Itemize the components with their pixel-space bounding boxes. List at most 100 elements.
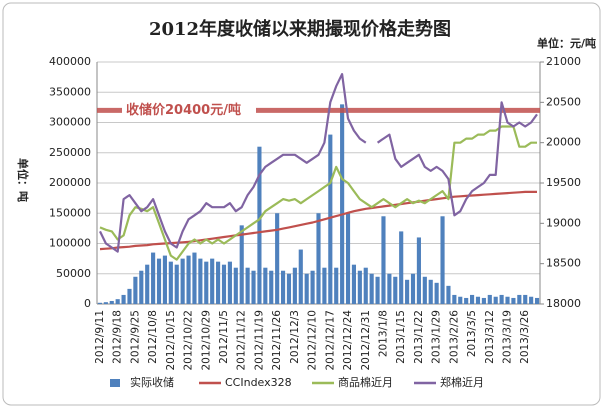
bar [298,249,303,304]
x-tick-label: 2013/3/5 [466,310,478,357]
y-tick-label: 50000 [56,267,91,280]
y-tick-label: 400000 [49,55,91,68]
y-tick-label: 200000 [49,176,91,189]
bar [316,213,321,304]
x-tick-label: 2013/1/22 [413,310,425,364]
x-tick-label: 2012/9/18 [112,310,124,364]
bar [399,231,404,304]
x-tick-label: 2012/12/3 [289,310,301,364]
y2-tick-label: 20500 [546,95,581,108]
line-series [99,190,537,251]
bar [511,297,516,304]
bar [216,261,221,304]
x-tick-label: 2012/11/12 [236,310,248,371]
bar [487,294,492,304]
bar [286,273,292,304]
bar [381,216,386,304]
bar [275,213,280,304]
bar [405,279,410,304]
annotation-bg [122,101,256,120]
bar [304,273,309,304]
bar [523,294,528,304]
bar [493,296,498,304]
bar [310,270,315,304]
bar [369,273,374,304]
bar [156,258,162,304]
legend-label: 商品棉近月 [338,375,393,389]
x-tick-label: 2012/12/10 [307,310,319,371]
x-tick-label: 2012/11/19 [253,310,265,371]
bar [475,296,481,304]
bar [481,297,486,304]
bar [168,261,173,304]
bar [357,270,362,304]
bar [464,297,469,304]
bar [422,276,427,304]
bar [410,273,416,304]
bar [322,267,327,304]
y2-tick-label: 19500 [546,176,581,189]
x-tick-label: 2012/11/5 [218,310,230,364]
bar [505,296,510,304]
bar [233,267,238,304]
x-tick-label: 2012/12/31 [360,310,372,371]
bar [340,104,345,304]
unit-label: 单位：元/吨 [537,36,596,50]
y-tick-label: 0 [84,297,91,310]
bar [192,252,197,304]
bar [109,300,114,304]
x-tick-label: 2012/12/24 [342,310,354,371]
bar [174,264,179,304]
bar [151,252,156,304]
bar [115,299,120,304]
x-tick-label: 2012/10/22 [183,310,195,371]
bar [198,258,203,304]
bar [263,267,268,304]
x-tick-label: 2013/2/26 [448,310,460,364]
bar [345,213,351,304]
bar [393,276,398,304]
bar [145,264,150,304]
bar [499,294,504,304]
bar [139,270,144,304]
bar [269,270,274,304]
x-tick-label: 2012/10/15 [165,310,177,371]
x-tick-label: 2013/3/19 [502,310,514,364]
x-tick-label: 2012/10/8 [147,310,159,364]
y2-tick-label: 20000 [546,136,581,149]
x-tick-label: 2012/9/25 [129,310,141,364]
bar [517,294,522,304]
y-axis-label: 单位：吨 [16,158,30,202]
bar [245,267,250,304]
bar [351,264,357,304]
bar [529,296,534,304]
bar [97,302,103,304]
bar [387,273,392,304]
bar [440,216,445,304]
bar [127,288,132,304]
x-tick-label: 2012/10/29 [200,310,212,371]
bar [375,276,380,304]
bar [239,225,244,304]
bar [470,294,475,304]
y-tick-label: 350000 [49,85,91,98]
x-tick-label: 2013/3/26 [519,310,531,364]
bar [328,134,333,304]
bar [434,282,439,304]
x-tick-label: 2013/3/12 [484,310,496,364]
x-tick-label: 2013/1/8 [377,310,389,357]
line-series [99,125,537,261]
bar [334,267,339,304]
y-tick-label: 250000 [49,146,91,159]
legend-label: CCIndex328 [225,376,292,389]
annotation-text: 收储价20400元/吨 [126,102,241,118]
y2-tick-label: 21000 [546,55,581,68]
bar [458,296,463,304]
bar [180,258,185,304]
bar [446,285,451,304]
y-tick-label: 300000 [49,116,91,129]
bar [221,264,227,304]
bar [162,255,167,304]
y2-tick-label: 18000 [546,297,581,310]
